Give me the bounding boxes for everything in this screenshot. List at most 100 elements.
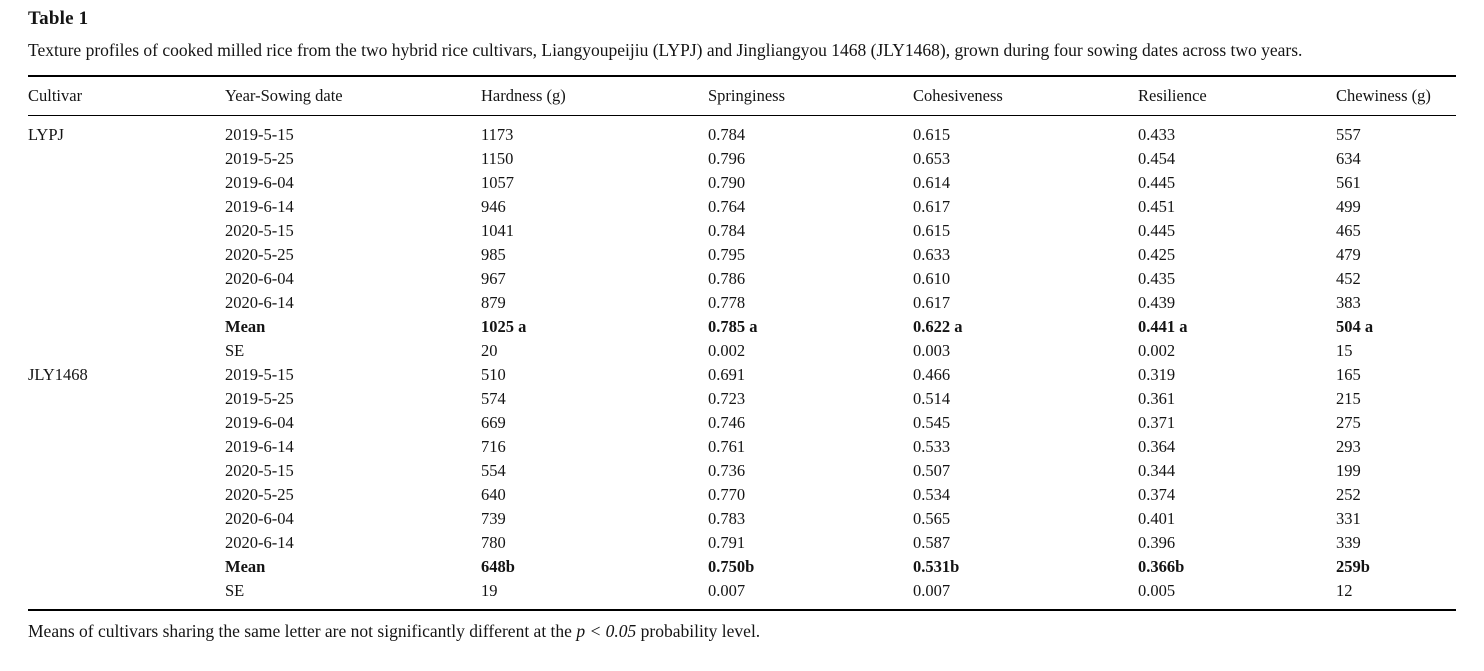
value-cell: 0.371: [1138, 413, 1176, 432]
cultivar-cell: [28, 435, 225, 459]
table-row: 2019-6-14 716 0.761 0.533 0.364 293: [28, 435, 1456, 459]
value-cell: 0.364: [1138, 437, 1176, 456]
sowing-date-cell: 2020-5-25: [225, 245, 294, 264]
column-header-cultivar: Cultivar: [28, 76, 225, 116]
value-cell: 0.003: [913, 341, 951, 360]
value-cell: 0.784: [708, 221, 746, 240]
cultivar-cell: [28, 579, 225, 611]
value-cell: 452: [1336, 269, 1361, 288]
sowing-date-cell: SE: [225, 581, 245, 600]
table-row: 2019-5-25 1150 0.796 0.653 0.454 634: [28, 147, 1456, 171]
value-cell: 0.433: [1138, 125, 1176, 144]
value-cell: 0.466: [913, 365, 951, 384]
cultivar-cell: [28, 483, 225, 507]
value-cell: 510: [481, 365, 506, 384]
value-cell: 252: [1336, 485, 1361, 504]
value-cell: 0.565: [913, 509, 951, 528]
value-cell: 554: [481, 461, 506, 480]
value-cell: 0.764: [708, 197, 746, 216]
table-row: 2020-5-25 985 0.795 0.633 0.425 479: [28, 243, 1456, 267]
value-cell: 1041: [481, 221, 514, 240]
column-header-cohesiveness: Cohesiveness: [913, 76, 1138, 116]
table-footnote: Means of cultivars sharing the same lett…: [28, 621, 1456, 642]
value-cell: 0.435: [1138, 269, 1176, 288]
table-row: 2020-6-04 967 0.786 0.610 0.435 452: [28, 267, 1456, 291]
table-header: Cultivar Year-Sowing date Hardness (g) S…: [28, 76, 1456, 116]
cultivar-cell: [28, 219, 225, 243]
value-cell: 0.784: [708, 125, 746, 144]
cultivar-cell: [28, 555, 225, 579]
column-header-resilience: Resilience: [1138, 76, 1336, 116]
value-cell: 946: [481, 197, 506, 216]
table-row: SE 19 0.007 0.007 0.005 12: [28, 579, 1456, 611]
sowing-date-cell: Mean: [225, 557, 266, 576]
sowing-date-cell: 2019-5-25: [225, 149, 294, 168]
value-cell: 0.002: [1138, 341, 1176, 360]
value-cell: 879: [481, 293, 506, 312]
value-cell: 0.002: [708, 341, 746, 360]
value-cell: 165: [1336, 365, 1361, 384]
table-title: Table 1: [28, 8, 89, 29]
value-cell: 499: [1336, 197, 1361, 216]
value-cell: 0.396: [1138, 533, 1176, 552]
value-cell: 0.615: [913, 125, 951, 144]
value-cell: 0.614: [913, 173, 951, 192]
value-cell: 0.783: [708, 509, 746, 528]
table-row: Mean 648b 0.750b 0.531b 0.366b 259b: [28, 555, 1456, 579]
value-cell: 0.401: [1138, 509, 1176, 528]
value-cell: 0.723: [708, 389, 746, 408]
value-cell: 640: [481, 485, 506, 504]
table-row: 2019-6-04 669 0.746 0.545 0.371 275: [28, 411, 1456, 435]
value-cell: 0.796: [708, 149, 746, 168]
data-table: Cultivar Year-Sowing date Hardness (g) S…: [28, 75, 1456, 611]
value-cell: 0.633: [913, 245, 951, 264]
sowing-date-cell: SE: [225, 341, 245, 360]
value-cell: 0.746: [708, 413, 746, 432]
value-cell: 0.617: [913, 197, 951, 216]
value-cell: 739: [481, 509, 506, 528]
value-cell: 0.319: [1138, 365, 1176, 384]
value-cell: 0.770: [708, 485, 746, 504]
value-cell: 0.361: [1138, 389, 1176, 408]
value-cell: 1025 a: [481, 317, 527, 336]
value-cell: 0.531b: [913, 557, 960, 576]
value-cell: 15: [1336, 341, 1353, 360]
sowing-date-cell: 2020-6-04: [225, 509, 294, 528]
value-cell: 967: [481, 269, 506, 288]
value-cell: 634: [1336, 149, 1361, 168]
value-cell: 383: [1336, 293, 1361, 312]
value-cell: 0.790: [708, 173, 746, 192]
footnote-text-end: probability level.: [636, 621, 761, 641]
value-cell: 0.507: [913, 461, 951, 480]
cultivar-cell: [28, 459, 225, 483]
sowing-date-cell: 2020-6-04: [225, 269, 294, 288]
value-cell: 293: [1336, 437, 1361, 456]
value-cell: 0.514: [913, 389, 951, 408]
value-cell: 0.750b: [708, 557, 755, 576]
sowing-date-cell: 2020-6-14: [225, 533, 294, 552]
column-header-hardness: Hardness (g): [481, 76, 708, 116]
cultivar-cell: LYPJ: [28, 125, 64, 144]
value-cell: 0.533: [913, 437, 951, 456]
value-cell: 215: [1336, 389, 1361, 408]
cultivar-cell: [28, 267, 225, 291]
table-row: 2019-5-25 574 0.723 0.514 0.361 215: [28, 387, 1456, 411]
cultivar-cell: [28, 195, 225, 219]
value-cell: 0.344: [1138, 461, 1176, 480]
value-cell: 0.786: [708, 269, 746, 288]
value-cell: 331: [1336, 509, 1361, 528]
value-cell: 0.366b: [1138, 557, 1185, 576]
value-cell: 0.791: [708, 533, 746, 552]
sowing-date-cell: 2019-6-14: [225, 197, 294, 216]
table-row: 2020-6-04 739 0.783 0.565 0.401 331: [28, 507, 1456, 531]
value-cell: 0.445: [1138, 173, 1176, 192]
table-row: 2020-6-14 879 0.778 0.617 0.439 383: [28, 291, 1456, 315]
cultivar-cell: [28, 411, 225, 435]
value-cell: 574: [481, 389, 506, 408]
table-caption: Texture profiles of cooked milled rice f…: [28, 40, 1303, 60]
value-cell: 12: [1336, 581, 1353, 600]
value-cell: 0.615: [913, 221, 951, 240]
table-row: 2020-5-15 1041 0.784 0.615 0.445 465: [28, 219, 1456, 243]
cultivar-cell: [28, 507, 225, 531]
cultivar-cell: [28, 339, 225, 363]
